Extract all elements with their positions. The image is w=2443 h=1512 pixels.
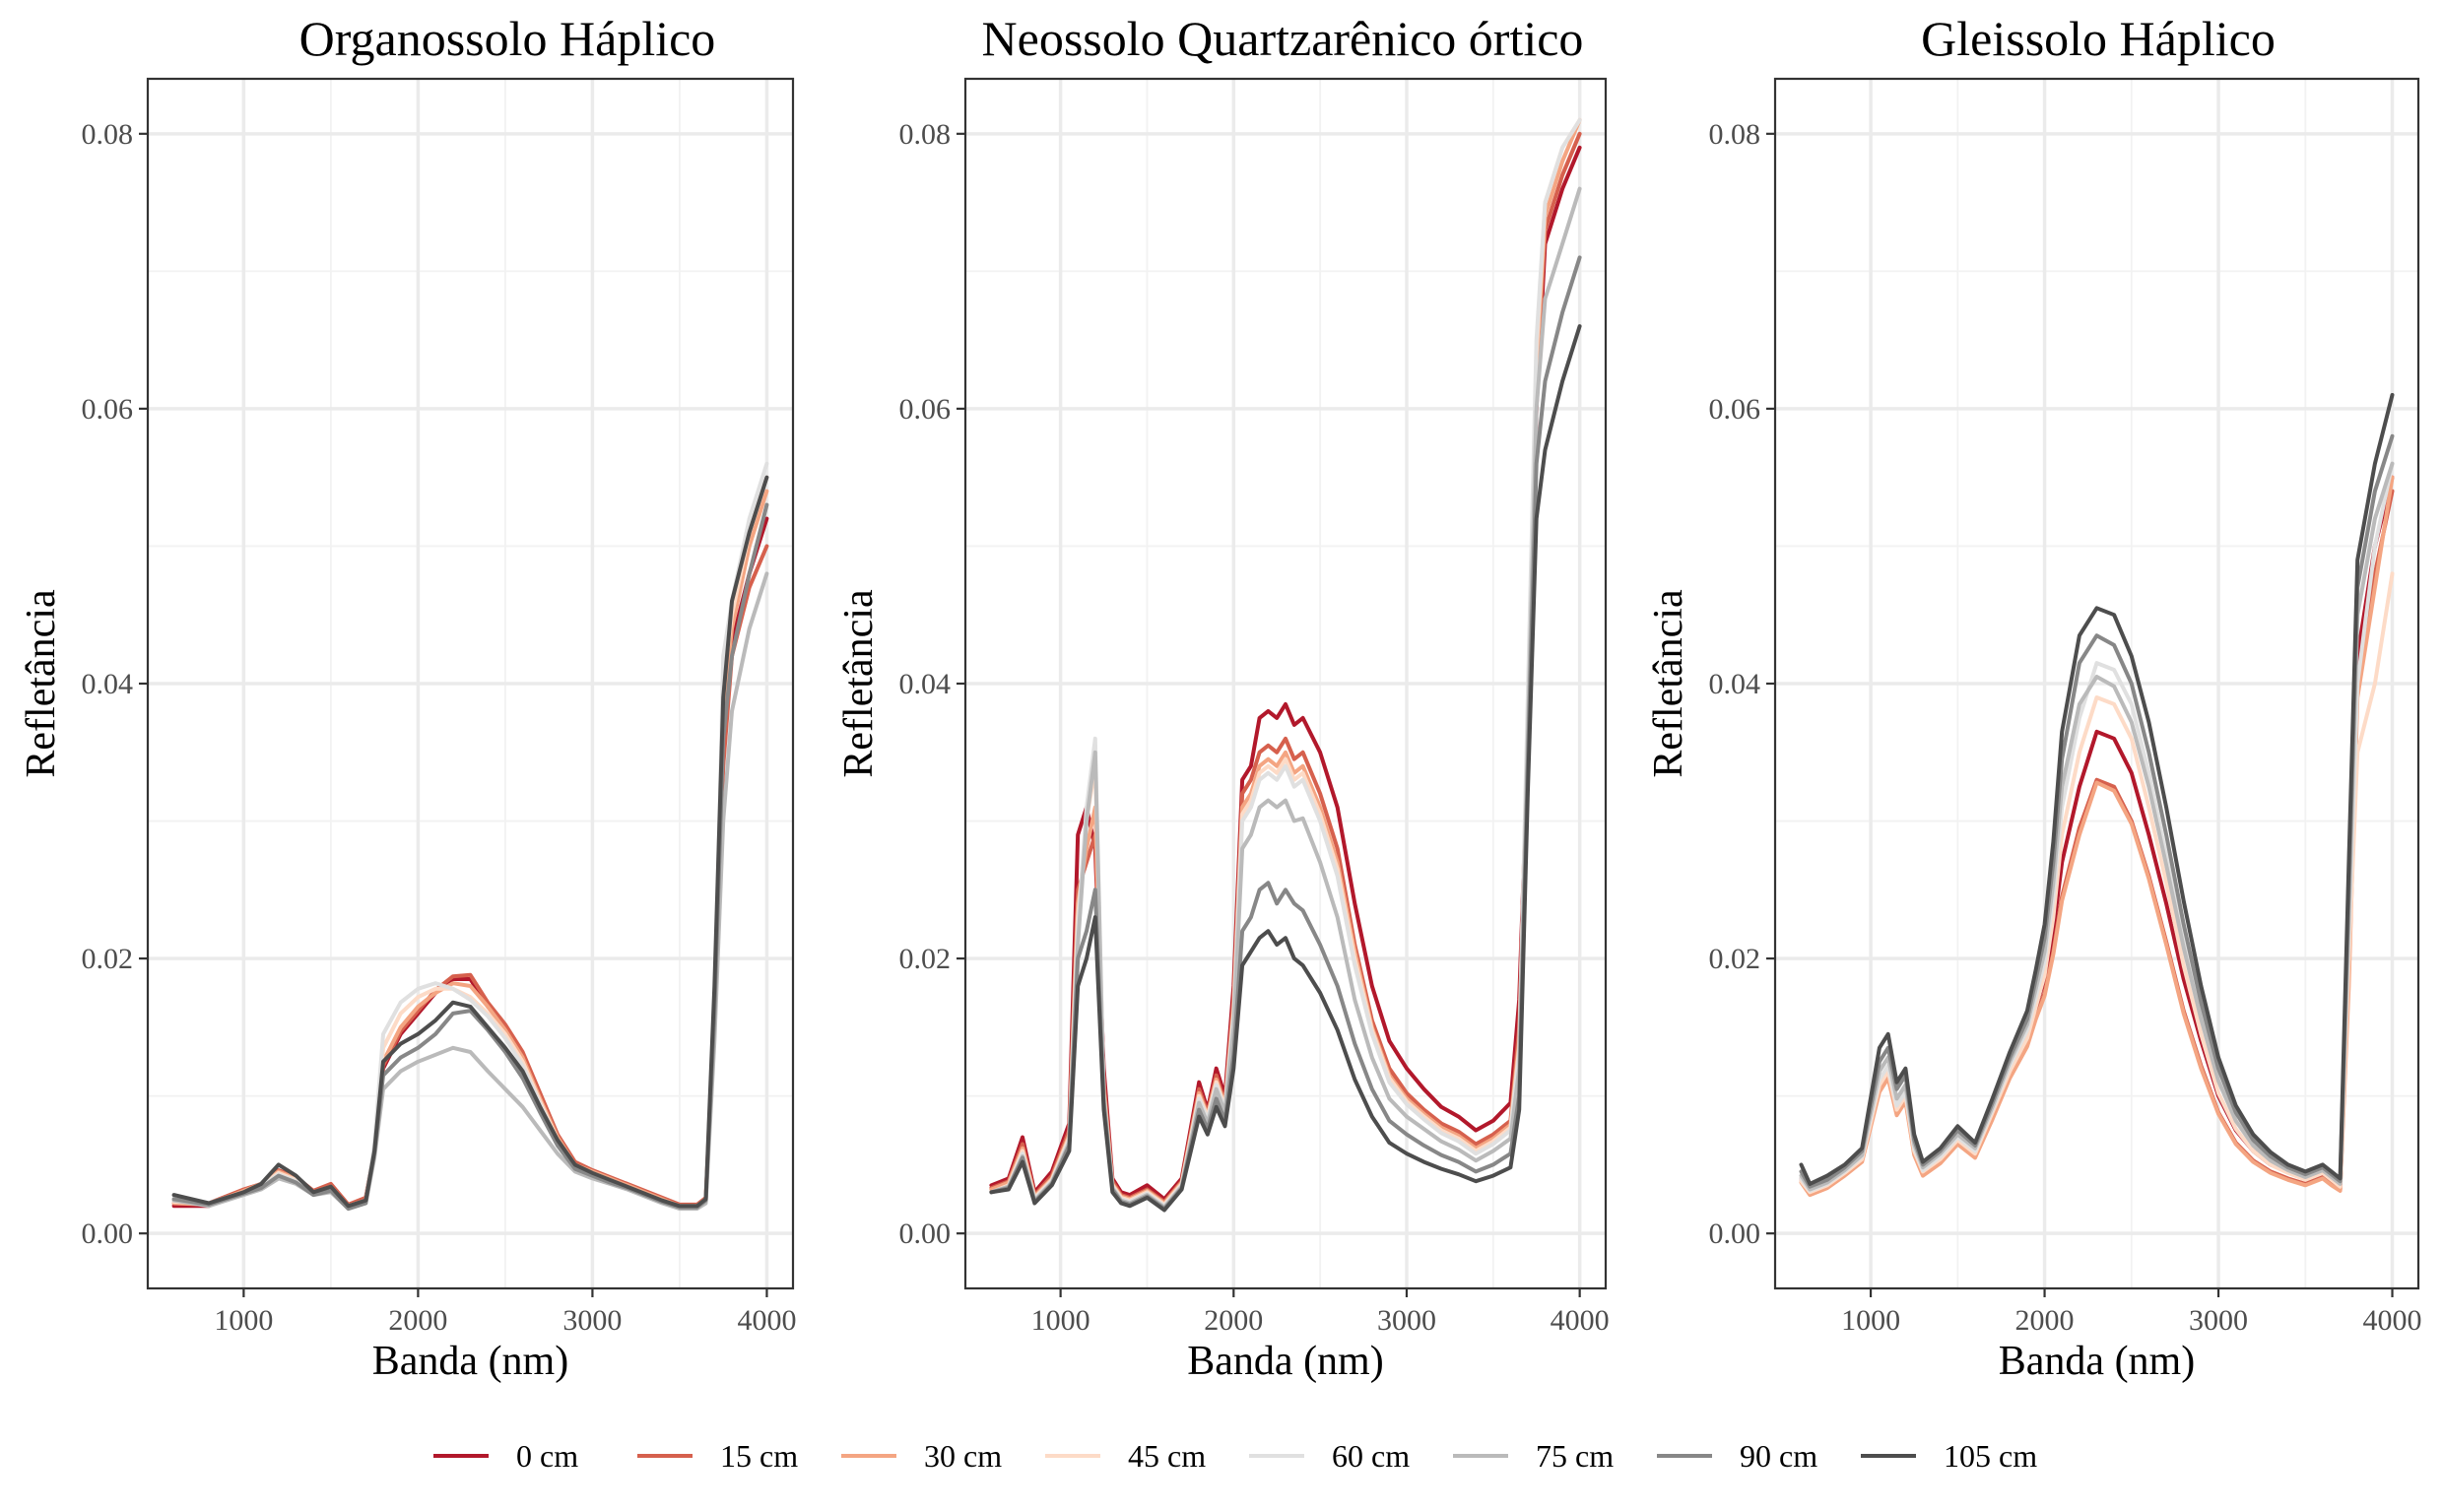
series-line-105-cm xyxy=(989,324,1582,1213)
y-tick-label: 0.02 xyxy=(82,943,134,975)
x-tick-label: 1000 xyxy=(1841,1304,1900,1337)
legend-item: 105 cm xyxy=(1861,1438,2037,1474)
x-tick-label: 1000 xyxy=(214,1304,273,1337)
x-tick-label: 3000 xyxy=(562,1304,622,1337)
legend-label: 30 cm xyxy=(924,1438,1002,1474)
x-tick-label: 4000 xyxy=(737,1304,796,1337)
y-tick-label: 0.06 xyxy=(82,393,134,426)
panel-title: Gleissolo Háplico xyxy=(1921,11,2276,66)
panel-title: Organossolo Háplico xyxy=(299,11,716,66)
legend-label: 75 cm xyxy=(1536,1438,1614,1474)
legend-item: 0 cm xyxy=(433,1438,578,1474)
x-tick-label: 3000 xyxy=(1377,1304,1436,1337)
y-axis-title: Refletância xyxy=(19,589,64,778)
series-line-30-cm xyxy=(989,117,1582,1206)
x-axis-title: Banda (nm) xyxy=(372,1339,568,1384)
legend-label: 45 cm xyxy=(1128,1438,1206,1474)
y-axis-title: Refletância xyxy=(836,589,882,778)
y-tick-label: 0.04 xyxy=(82,668,134,700)
legend-label: 90 cm xyxy=(1740,1438,1817,1474)
series-line-75-cm xyxy=(989,186,1582,1210)
y-tick-label: 0.00 xyxy=(1709,1217,1761,1250)
y-tick-label: 0.08 xyxy=(82,118,134,151)
legend-item: 45 cm xyxy=(1045,1438,1206,1474)
y-tick-label: 0.00 xyxy=(899,1217,952,1250)
x-tick-label: 2000 xyxy=(1204,1304,1263,1337)
series-line-105-cm xyxy=(1799,393,2395,1186)
series-line-75-cm xyxy=(1799,461,2395,1192)
x-tick-label: 2000 xyxy=(2015,1304,2075,1337)
y-tick-label: 0.02 xyxy=(1709,943,1761,975)
x-tick-label: 1000 xyxy=(1031,1304,1090,1337)
legend: 0 cm 15 cm 30 cm 45 cm 60 cm 75 cm 90 cm 105 cm xyxy=(433,1438,2037,1474)
series-line-15-cm xyxy=(989,131,1582,1205)
legend-label: 15 cm xyxy=(720,1438,798,1474)
legend-item: 15 cm xyxy=(637,1438,798,1474)
y-tick-label: 0.06 xyxy=(1709,393,1761,426)
y-tick-label: 0.00 xyxy=(82,1217,134,1250)
x-tick-label: 4000 xyxy=(1551,1304,1610,1337)
panel-3: 1000 2000 3000 4000 0.00 0.02 0.04 0.06 0.08 Glei… xyxy=(1646,11,2422,1384)
legend-item: 30 cm xyxy=(841,1438,1002,1474)
x-tick-label: 2000 xyxy=(388,1304,447,1337)
x-axis-title: Banda (nm) xyxy=(1187,1339,1383,1384)
panels: 1000 2000 3000 4000 0.00 0.02 0.04 0.06 0.08 Orga… xyxy=(19,11,2422,1384)
y-tick-label: 0.06 xyxy=(899,393,952,426)
y-tick-label: 0.08 xyxy=(1709,118,1761,151)
y-axis-title: Refletância xyxy=(1646,589,1691,778)
legend-item: 60 cm xyxy=(1249,1438,1410,1474)
panel-2: 1000 2000 3000 4000 0.00 0.02 0.04 0.06 0.08 Neos… xyxy=(836,11,1610,1384)
legend-label: 105 cm xyxy=(1944,1438,2037,1474)
legend-item: 75 cm xyxy=(1453,1438,1614,1474)
series-line-90-cm xyxy=(989,255,1582,1212)
legend-label: 0 cm xyxy=(516,1438,578,1474)
panel-title: Neossolo Quartzarênico órtico xyxy=(982,11,1584,66)
series-line-0-cm xyxy=(989,145,1582,1202)
series-line-105-cm xyxy=(171,475,769,1209)
legend-label: 60 cm xyxy=(1332,1438,1410,1474)
y-tick-label: 0.02 xyxy=(899,943,952,975)
y-tick-label: 0.08 xyxy=(899,118,952,151)
panel-1: 1000 2000 3000 4000 0.00 0.02 0.04 0.06 0.08 Orga… xyxy=(19,11,796,1384)
y-tick-label: 0.04 xyxy=(899,668,952,700)
legend-item: 90 cm xyxy=(1657,1438,1817,1474)
x-tick-label: 3000 xyxy=(2189,1304,2248,1337)
x-axis-title: Banda (nm) xyxy=(1999,1339,2195,1384)
y-tick-label: 0.04 xyxy=(1709,668,1761,700)
x-tick-label: 4000 xyxy=(2363,1304,2422,1337)
